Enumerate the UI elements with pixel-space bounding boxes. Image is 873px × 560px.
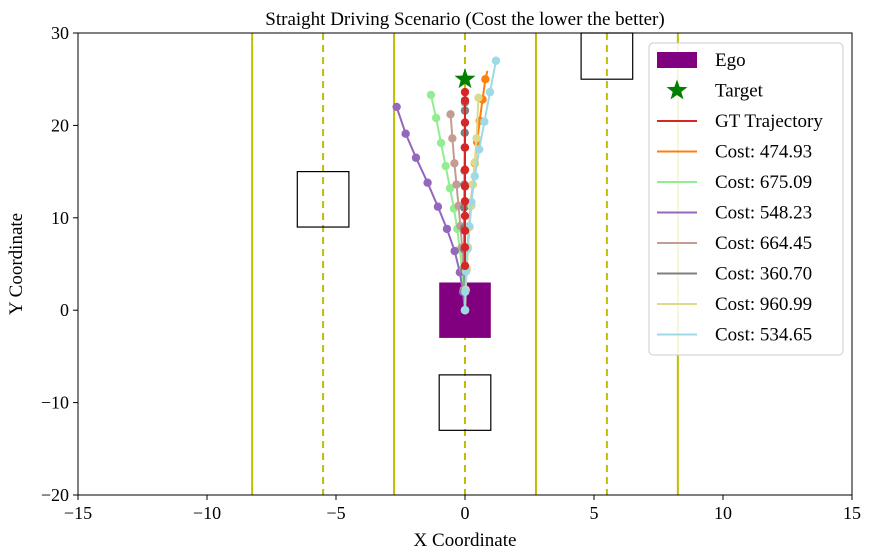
trajectory-point	[452, 180, 461, 189]
trajectory-point	[460, 182, 470, 191]
obstacle-box	[438, 374, 492, 431]
trajectory-cost-534-65	[460, 56, 501, 315]
legend-label: Cost: 360.70	[715, 264, 812, 285]
x-tick-label: 10	[714, 503, 732, 523]
y-tick-label: 10	[51, 208, 69, 228]
legend: Ego Target GT Trajectory Cost: 474.93 Cost: …	[648, 42, 844, 356]
trajectory-point	[480, 117, 489, 126]
x-axis-label: X Coordinate	[414, 530, 517, 551]
obstacle-box	[296, 171, 350, 228]
y-axis-ticks: −20 −10 0 10 20 30	[41, 23, 78, 505]
trajectory-point	[445, 184, 455, 193]
trajectory-point	[461, 287, 470, 296]
trajectory-point	[450, 159, 459, 168]
trajectory-point	[474, 93, 483, 102]
legend-box	[648, 42, 844, 356]
trajectory-point	[436, 138, 446, 148]
trajectory-point	[446, 110, 455, 119]
trajectory-point	[460, 118, 470, 127]
trajectory-gt-trajectory	[460, 87, 470, 271]
chart-title: Straight Driving Scenario (Cost the lowe…	[265, 9, 664, 30]
trajectory-point	[470, 172, 480, 181]
trajectory-point	[411, 153, 421, 162]
legend-label: Cost: 675.09	[715, 172, 812, 193]
target-layer	[454, 68, 476, 89]
y-tick-label: 0	[60, 300, 69, 320]
trajectory-point	[460, 226, 470, 235]
legend-label: Cost: 664.45	[715, 233, 812, 254]
x-tick-label: 5	[590, 503, 599, 523]
x-tick-label: 0	[461, 503, 470, 523]
trajectory-point	[460, 196, 470, 206]
trajectory-point	[433, 202, 443, 211]
trajectory-point	[460, 261, 470, 271]
trajectory-point	[474, 145, 484, 154]
trajectory-point	[460, 211, 470, 221]
trajectory-series	[392, 56, 501, 315]
trajectory-point	[472, 134, 481, 143]
legend-label: GT Trajectory	[715, 111, 823, 132]
legend-swatch-target	[666, 79, 688, 100]
trajectory-point	[401, 129, 410, 138]
x-tick-label: 15	[843, 503, 861, 523]
trajectory-point	[460, 96, 470, 105]
trajectory-point	[460, 87, 470, 97]
trajectory-point	[392, 102, 401, 112]
trajectory-point	[423, 178, 432, 187]
trajectory-point	[485, 87, 495, 97]
legend-label: Ego	[715, 50, 746, 71]
trajectory-point	[441, 161, 450, 171]
legend-label: Cost: 960.99	[715, 294, 812, 315]
x-axis-ticks: −15 −10 −5 0 5 10 15	[64, 495, 861, 523]
legend-label: Target	[715, 81, 764, 102]
trajectory-point	[448, 134, 457, 143]
trajectory-line	[395, 106, 466, 311]
trajectory-point	[460, 243, 470, 252]
y-tick-label: −20	[41, 485, 69, 505]
trajectory-point	[431, 113, 441, 123]
trajectory-point	[460, 143, 470, 152]
trajectory-point	[426, 90, 436, 100]
legend-label: Cost: 548.23	[715, 203, 812, 224]
y-tick-label: −10	[41, 393, 69, 413]
legend-label: Cost: 474.93	[715, 142, 812, 163]
target-star	[454, 68, 476, 89]
legend-label: Cost: 534.65	[715, 325, 812, 346]
trajectory-point	[442, 224, 452, 234]
trajectory-point	[491, 56, 501, 65]
trajectory-point	[460, 165, 470, 174]
x-tick-label: −15	[64, 503, 92, 523]
y-tick-label: 20	[51, 115, 69, 135]
y-axis-label: Y Coordinate	[6, 213, 27, 315]
y-tick-label: 30	[51, 23, 69, 43]
trajectory-point	[467, 197, 476, 207]
x-tick-label: −10	[193, 503, 221, 523]
trajectory-point	[481, 75, 490, 84]
trajectory-point	[460, 306, 470, 315]
x-tick-label: −5	[326, 503, 345, 523]
trajectory-point	[450, 246, 459, 256]
legend-swatch-ego	[657, 52, 697, 68]
